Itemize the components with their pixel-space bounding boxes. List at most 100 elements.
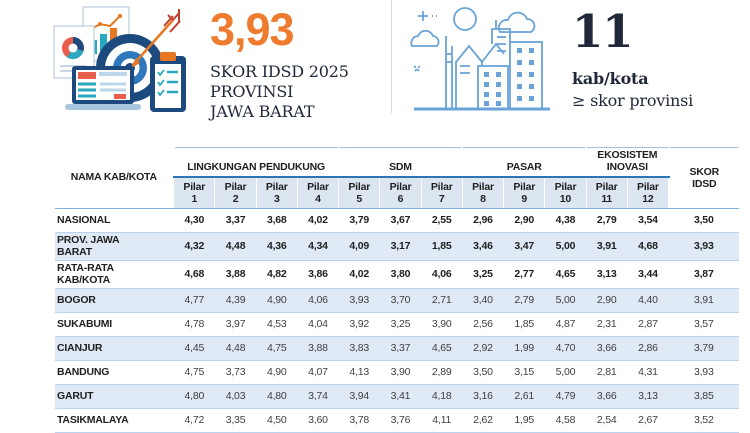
table-row: GARUT 4,80 4,03 4,80 3,74 3,94 3,41 4,18 3,16 2,6… <box>55 384 739 410</box>
pilar-12-value-cell: 2,86 <box>627 336 669 362</box>
pilar-9-value-cell: 2,61 <box>503 384 545 410</box>
column-header-pilar-12: Pilar 12 <box>626 177 670 210</box>
pilar-6-value-cell: 3,70 <box>379 288 422 314</box>
pilar-4-value-cell: 3,86 <box>297 260 339 290</box>
pilar-5-value-cell: 4,09 <box>338 232 380 262</box>
table-row: RATA-RATA KAB/KOTA 4,68 3,88 4,82 3,86 4,02 3,… <box>55 260 739 290</box>
pilar-1-value-cell: 4,75 <box>173 360 215 386</box>
column-header-pilar-5: Pilar 5 <box>338 177 381 210</box>
skor-idsd-value-cell: 3,85 <box>668 384 739 410</box>
pilar-11-value-cell: 2,90 <box>586 288 628 314</box>
skor-idsd-value-cell: 3,50 <box>668 208 739 234</box>
cloud-right-icon <box>497 11 536 33</box>
table-row: BANDUNG 4,75 3,73 4,90 4,07 4,13 3,90 2,89 3,50 3… <box>55 360 739 386</box>
province-score-block: 3,93 SKOR IDSD 2025 PROVINSI JAWA BARAT <box>210 6 349 122</box>
pilar-2-value-cell: 3,35 <box>214 408 257 433</box>
row-name-cell: PROV. JAWA BARAT <box>55 232 174 262</box>
pilar-4-value-cell: 4,06 <box>297 288 339 314</box>
pilar-5-value-cell: 4,13 <box>338 360 380 386</box>
pilar-1-value-cell: 4,68 <box>173 260 215 290</box>
hero-section: 3,93 SKOR IDSD 2025 PROVINSI JAWA BARAT <box>0 0 750 140</box>
pilar-9-value-cell: 3,15 <box>503 360 545 386</box>
pilar-10-value-cell: 5,00 <box>544 288 587 314</box>
pilar-11-value-cell: 3,91 <box>586 232 628 262</box>
kabkota-count-value: 11 <box>572 5 634 58</box>
pilar-8-value-cell: 3,40 <box>462 288 504 314</box>
pilar-6-value-cell: 3,90 <box>379 360 422 386</box>
pilar-5-value-cell: 3,78 <box>338 408 380 433</box>
city-buildings-icon <box>408 4 556 122</box>
pilar-1-value-cell: 4,32 <box>173 232 215 262</box>
pilar-5-value-cell: 3,93 <box>338 288 380 314</box>
table-row: SUKABUMI 4,78 3,97 4,53 4,04 3,92 3,25 3,90 2,56… <box>55 312 739 338</box>
pilar-1-value-cell: 4,77 <box>173 288 215 314</box>
pilar-12-value-cell: 3,13 <box>627 384 669 410</box>
table-row: PROV. JAWA BARAT 4,32 4,48 4,36 4,34 4,09 3,17… <box>55 232 739 262</box>
pilar-8-value-cell: 2,92 <box>462 336 504 362</box>
clipboard-icon <box>150 52 186 112</box>
pilar-7-value-cell: 2,89 <box>421 360 463 386</box>
table-row: CIANJUR 4,45 4,48 4,75 3,88 3,83 3,37 4,65 2,92 1… <box>55 336 739 362</box>
column-header-pilar-4: Pilar 4 <box>296 177 340 210</box>
pilar-11-value-cell: 3,13 <box>586 260 628 290</box>
buildings-group <box>414 20 550 111</box>
pilar-4-value-cell: 4,04 <box>297 312 339 338</box>
pilar-3-value-cell: 3,68 <box>256 208 298 234</box>
row-name-cell: NASIONAL <box>55 208 174 234</box>
skor-idsd-value-cell: 3,93 <box>668 232 739 262</box>
column-header-pilar-6: Pilar 6 <box>379 177 422 210</box>
column-header-skor-idsd: SKOR IDSD <box>668 146 739 210</box>
pilar-12-value-cell: 4,68 <box>627 232 669 262</box>
cloud-left-icon <box>410 29 440 47</box>
pilar-7-value-cell: 4,11 <box>421 408 463 433</box>
pilar-1-value-cell: 4,80 <box>173 384 215 410</box>
pilar-2-value-cell: 3,97 <box>214 312 257 338</box>
pilar-11-value-cell: 2,54 <box>586 408 628 433</box>
skor-idsd-value-cell: 3,52 <box>668 408 739 433</box>
pilar-9-value-cell: 1,85 <box>503 312 545 338</box>
skor-idsd-value-cell: 3,79 <box>668 336 739 362</box>
pilar-3-value-cell: 4,80 <box>256 384 298 410</box>
pilar-12-value-cell: 2,67 <box>627 408 669 433</box>
pilar-6-value-cell: 3,37 <box>379 336 422 362</box>
column-header-pilar-2: Pilar 2 <box>214 177 257 210</box>
pilar-1-value-cell: 4,45 <box>173 336 215 362</box>
pilar-2-value-cell: 3,37 <box>214 208 257 234</box>
table-row: BOGOR 4,77 4,39 4,90 4,06 3,93 3,70 2,71 3,40 2,7… <box>55 288 739 314</box>
pilar-12-value-cell: 3,54 <box>627 208 669 234</box>
arrow-icon <box>130 9 181 69</box>
row-name-cell: RATA-RATA KAB/KOTA <box>55 260 174 290</box>
province-score-value: 3,93 <box>210 4 295 55</box>
table-pilar-header-row: Pilar 1 Pilar 2 Pilar 3 Pilar 4 Pilar 5 Pilar 6 Pila… <box>55 177 739 210</box>
pilar-9-value-cell: 3,47 <box>503 232 545 262</box>
pilar-4-value-cell: 3,74 <box>297 384 339 410</box>
province-score-caption: SKOR IDSD 2025 PROVINSI JAWA BARAT <box>210 62 349 122</box>
laptop-icon <box>65 66 141 110</box>
kabkota-count-label: kab/kota <box>572 69 649 89</box>
pilar-7-value-cell: 3,90 <box>421 312 463 338</box>
pilar-7-value-cell: 4,65 <box>421 336 463 362</box>
column-group-ekosistem-inovasi: EKOSISTEM INOVASI <box>585 147 670 179</box>
table-row: TASIKMALAYA 4,72 3,35 4,50 3,60 3,78 3,76 4,11 2… <box>55 408 739 433</box>
pilar-10-value-cell: 4,70 <box>544 336 587 362</box>
pilar-7-value-cell: 4,18 <box>421 384 463 410</box>
pilar-10-value-cell: 4,58 <box>544 408 587 433</box>
pilar-10-value-cell: 5,00 <box>544 232 587 262</box>
kabkota-count-block: 11 kab/kota ≥ skor provinsi <box>572 5 693 111</box>
column-header-pilar-8: Pilar 8 <box>461 177 505 210</box>
pilar-2-value-cell: 3,73 <box>214 360 257 386</box>
pilar-12-value-cell: 2,87 <box>627 312 669 338</box>
pilar-11-value-cell: 2,31 <box>586 312 628 338</box>
pilar-6-value-cell: 3,76 <box>379 408 422 433</box>
column-group-sdm: SDM <box>337 147 464 179</box>
pilar-9-value-cell: 1,99 <box>503 336 545 362</box>
row-name-cell: SUKABUMI <box>55 312 174 338</box>
skor-idsd-value-cell: 3,87 <box>668 260 739 290</box>
skor-idsd-value-cell: 3,93 <box>668 360 739 386</box>
pilar-2-value-cell: 3,88 <box>214 260 257 290</box>
pilar-8-value-cell: 2,96 <box>462 208 504 234</box>
pilar-4-value-cell: 4,02 <box>297 208 339 234</box>
pilar-11-value-cell: 3,66 <box>586 336 628 362</box>
pilar-7-value-cell: 1,85 <box>421 232 463 262</box>
pilar-10-value-cell: 5,00 <box>544 360 587 386</box>
